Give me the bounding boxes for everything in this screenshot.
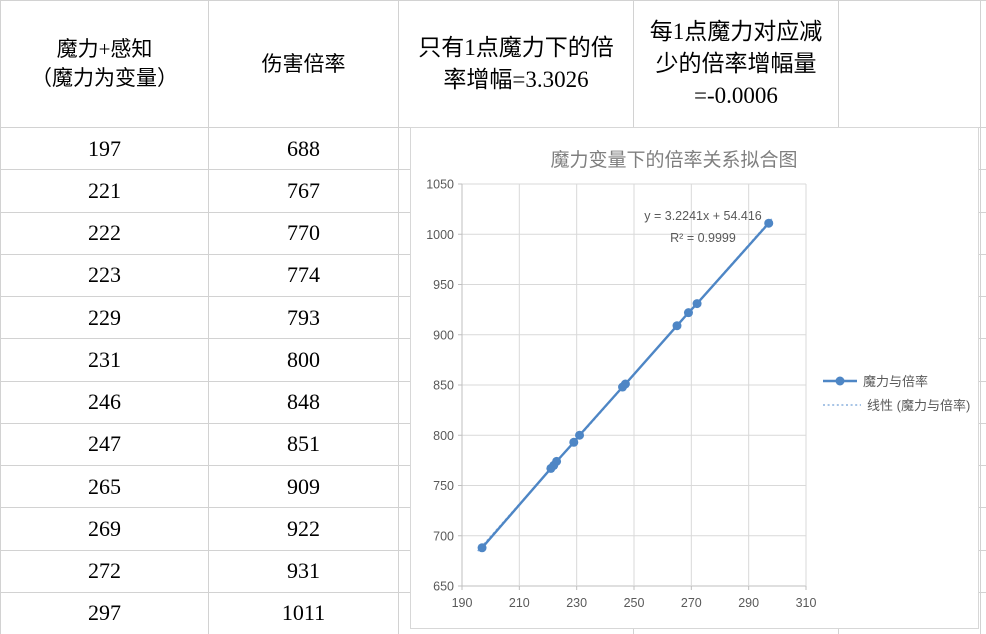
table-cell[interactable]: 1011: [208, 591, 399, 634]
data-point[interactable]: [692, 299, 702, 309]
header-cell-magic-perception[interactable]: 魔力+感知 （魔力为变量）: [0, 0, 209, 128]
table-cell-empty[interactable]: [980, 126, 986, 171]
table-cell[interactable]: 931: [208, 549, 399, 593]
table-cell[interactable]: 246: [0, 380, 209, 424]
table-cell[interactable]: 800: [208, 338, 399, 382]
scatter-chart: 650 700 750 800 850 900 950 1000 1050 190 210 230 25…: [426, 149, 970, 610]
x-axis-tick-label: 250: [624, 596, 645, 610]
header-cell-empty[interactable]: [838, 0, 981, 128]
table-cell[interactable]: 223: [0, 253, 209, 298]
table-cell-empty[interactable]: [980, 295, 986, 340]
table-cell-empty[interactable]: [980, 422, 986, 467]
legend-label-trendline[interactable]: 线性 (魔力与倍率): [867, 398, 970, 413]
header-cell-empty-sliver[interactable]: [980, 0, 986, 128]
table-cell[interactable]: 269: [0, 507, 209, 551]
table-cell[interactable]: 774: [208, 253, 399, 298]
data-point[interactable]: [620, 379, 630, 389]
table-cell[interactable]: 688: [208, 126, 399, 171]
table-cell[interactable]: 272: [0, 549, 209, 593]
table-cell[interactable]: 247: [0, 422, 209, 467]
x-axis-tick-label: 270: [681, 596, 702, 610]
y-axis-tick-label: 800: [433, 429, 454, 443]
table-cell[interactable]: 231: [0, 338, 209, 382]
table-cell[interactable]: 265: [0, 464, 209, 509]
table-cell[interactable]: 909: [208, 464, 399, 509]
data-point[interactable]: [575, 430, 585, 440]
y-axis-tick-label: 850: [433, 379, 454, 393]
table-cell[interactable]: 851: [208, 422, 399, 467]
header-cell-base-increment[interactable]: 只有1点魔力下的倍 率增幅=3.3026: [398, 0, 634, 128]
table-cell[interactable]: 770: [208, 211, 399, 255]
x-axis-tick-label: 210: [509, 596, 530, 610]
x-axis-tick-label: 230: [566, 596, 587, 610]
y-axis-tick-label: 750: [433, 479, 454, 493]
x-axis-tick-label: 290: [738, 596, 759, 610]
y-axis-tick-label: 650: [433, 580, 454, 594]
table-cell-empty[interactable]: [980, 169, 986, 213]
y-axis-tick-label: 950: [433, 278, 454, 292]
table-cell[interactable]: 222: [0, 211, 209, 255]
table-cell-empty[interactable]: [980, 380, 986, 424]
data-point[interactable]: [569, 437, 579, 447]
header-row: 魔力+感知 （魔力为变量） 伤害倍率 只有1点魔力下的倍 率增幅=3.3026 …: [0, 0, 986, 128]
table-cell-empty[interactable]: [980, 591, 986, 634]
legend-series-marker-sample: [835, 376, 845, 386]
header-cell-damage-multiplier[interactable]: 伤害倍率: [208, 0, 399, 128]
table-cell-empty[interactable]: [980, 211, 986, 255]
data-point[interactable]: [764, 218, 774, 228]
table-cell-empty[interactable]: [980, 464, 986, 509]
table-cell-empty[interactable]: [980, 549, 986, 593]
data-point[interactable]: [672, 321, 682, 331]
table-cell[interactable]: 297: [0, 591, 209, 634]
chart-panel[interactable]: 650 700 750 800 850 900 950 1000 1050 190 210 230 25…: [410, 127, 979, 629]
table-cell[interactable]: 221: [0, 169, 209, 213]
trendline-r-squared[interactable]: R² = 0.9999: [670, 231, 736, 245]
table-cell[interactable]: 767: [208, 169, 399, 213]
trendline-equation[interactable]: y = 3.2241x + 54.416: [644, 209, 762, 223]
table-cell[interactable]: 793: [208, 295, 399, 340]
header-cell-decrement-per-point[interactable]: 每1点魔力对应减 少的倍率增幅量 =-0.0006: [633, 0, 839, 128]
x-axis-tick-label: 190: [452, 596, 473, 610]
y-axis-tick-label: 1000: [426, 228, 454, 242]
table-cell[interactable]: 848: [208, 380, 399, 424]
table-cell[interactable]: 229: [0, 295, 209, 340]
data-point[interactable]: [477, 543, 487, 553]
y-axis-tick-label: 1050: [426, 178, 454, 192]
table-cell-empty[interactable]: [980, 507, 986, 551]
table-cell-empty[interactable]: [980, 338, 986, 382]
chart-title[interactable]: 魔力变量下的倍率关系拟合图: [550, 149, 797, 171]
y-axis-tick-label: 700: [433, 529, 454, 543]
data-point[interactable]: [683, 308, 693, 318]
table-cell[interactable]: 197: [0, 126, 209, 171]
legend-label-series[interactable]: 魔力与倍率: [863, 374, 928, 389]
data-point[interactable]: [552, 456, 562, 466]
table-cell[interactable]: 922: [208, 507, 399, 551]
table-cell-empty[interactable]: [980, 253, 986, 298]
x-axis-tick-label: 310: [796, 596, 817, 610]
y-axis-tick-label: 900: [433, 328, 454, 342]
